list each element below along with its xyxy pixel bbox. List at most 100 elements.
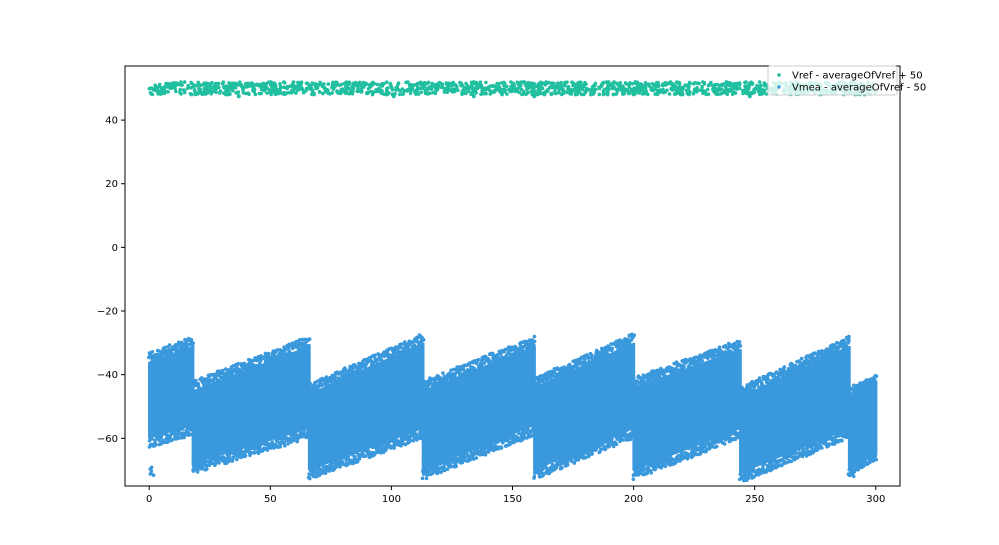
data-point	[189, 80, 193, 85]
data-point	[653, 467, 658, 472]
data-point	[438, 81, 443, 85]
data-point	[635, 470, 639, 474]
data-point	[615, 88, 619, 92]
data-point	[195, 92, 200, 96]
data-point	[760, 92, 764, 96]
data-point	[174, 89, 178, 94]
data-point	[635, 80, 640, 85]
data-point	[667, 92, 672, 96]
data-point	[431, 82, 435, 87]
data-point	[421, 83, 426, 87]
data-point	[532, 94, 537, 99]
data-point	[454, 464, 459, 469]
data-point	[153, 353, 158, 357]
data-point	[462, 455, 467, 460]
data-point	[236, 90, 241, 94]
data-point	[166, 90, 170, 94]
data-point	[600, 81, 605, 86]
data-point	[326, 82, 331, 86]
data-point	[701, 91, 705, 95]
data-point	[434, 82, 438, 87]
data-point	[278, 81, 282, 86]
data-point	[590, 353, 594, 358]
data-point	[147, 86, 152, 91]
data-point	[157, 91, 161, 96]
data-point	[489, 91, 493, 95]
data-point	[163, 345, 167, 350]
data-point	[408, 91, 413, 95]
data-point	[610, 346, 615, 351]
data-point	[733, 91, 738, 95]
data-point	[579, 92, 584, 97]
data-point	[342, 81, 347, 86]
data-point	[244, 91, 248, 96]
data-point	[385, 86, 389, 91]
data-point	[553, 89, 557, 93]
data-point	[153, 440, 157, 445]
data-point	[519, 80, 523, 84]
data-point	[643, 81, 648, 85]
data-point	[244, 85, 249, 89]
data-point	[295, 439, 299, 444]
data-point	[236, 94, 241, 99]
data-point	[737, 340, 742, 344]
data-point	[653, 92, 657, 96]
data-point	[444, 86, 449, 91]
data-point	[649, 469, 653, 473]
data-point	[581, 84, 586, 89]
data-point	[474, 80, 479, 85]
data-point	[165, 81, 170, 86]
data-point	[463, 91, 468, 95]
data-point	[559, 80, 563, 85]
data-point	[738, 81, 742, 86]
data-point	[556, 81, 560, 85]
data-point	[282, 80, 286, 84]
data-point	[159, 434, 164, 438]
data-point	[735, 86, 739, 90]
data-point	[296, 84, 300, 89]
data-point	[680, 92, 685, 97]
data-point	[631, 477, 636, 482]
data-point	[304, 81, 309, 86]
data-point	[511, 81, 516, 86]
data-point	[422, 458, 427, 463]
data-point	[757, 376, 762, 380]
data-point	[560, 92, 564, 97]
data-point	[379, 84, 384, 88]
data-point	[604, 91, 608, 96]
data-point	[520, 92, 524, 97]
data-point	[253, 83, 258, 87]
data-point	[725, 92, 730, 97]
data-point	[300, 87, 305, 92]
data-point	[675, 80, 679, 84]
data-point	[243, 453, 248, 458]
data-point	[474, 91, 478, 95]
data-point	[469, 83, 474, 87]
data-point	[206, 83, 210, 88]
data-point	[534, 460, 539, 464]
data-point	[484, 80, 488, 85]
data-point	[316, 83, 321, 87]
data-point	[606, 83, 610, 88]
data-point	[717, 345, 722, 350]
data-point	[192, 88, 197, 92]
data-point	[663, 83, 668, 87]
data-point	[515, 80, 519, 85]
data-point	[532, 474, 537, 479]
data-point	[213, 87, 217, 92]
data-point	[745, 89, 750, 93]
data-point	[221, 91, 226, 95]
data-point	[741, 91, 745, 96]
data-point	[718, 88, 722, 92]
data-point	[378, 88, 383, 92]
data-point	[502, 349, 507, 354]
data-point	[292, 87, 296, 91]
data-point	[382, 92, 386, 96]
data-point	[480, 86, 485, 90]
data-point	[728, 88, 733, 93]
data-point	[420, 476, 425, 481]
data-point	[557, 90, 561, 94]
data-point	[738, 344, 743, 348]
data-point	[456, 88, 460, 92]
